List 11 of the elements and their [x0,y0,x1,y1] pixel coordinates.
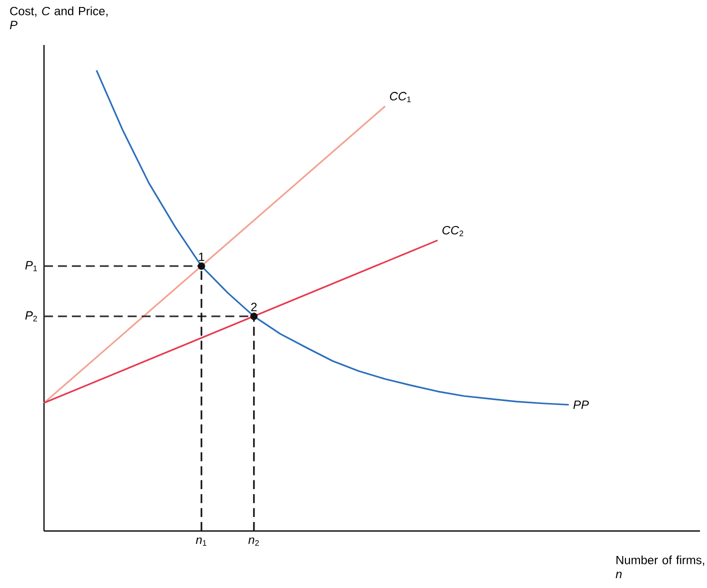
x-tick-label: n$_{1}$ [196,538,206,546]
text: P$_{2}$ [25,311,37,322]
series-label: CC$_{2}$ [442,226,464,236]
x-axis-title: Number of firms, n [616,556,704,578]
annotation: 1 [199,252,204,261]
annotation: 2 [251,302,257,312]
x-tick-label: n$_{2}$ [248,538,259,546]
series-label: PP [573,400,589,409]
text: P$_{1}$ [25,261,37,272]
series-label: CC$_{1}$ [390,92,411,102]
text: Cost, C and Price, P [10,6,108,30]
